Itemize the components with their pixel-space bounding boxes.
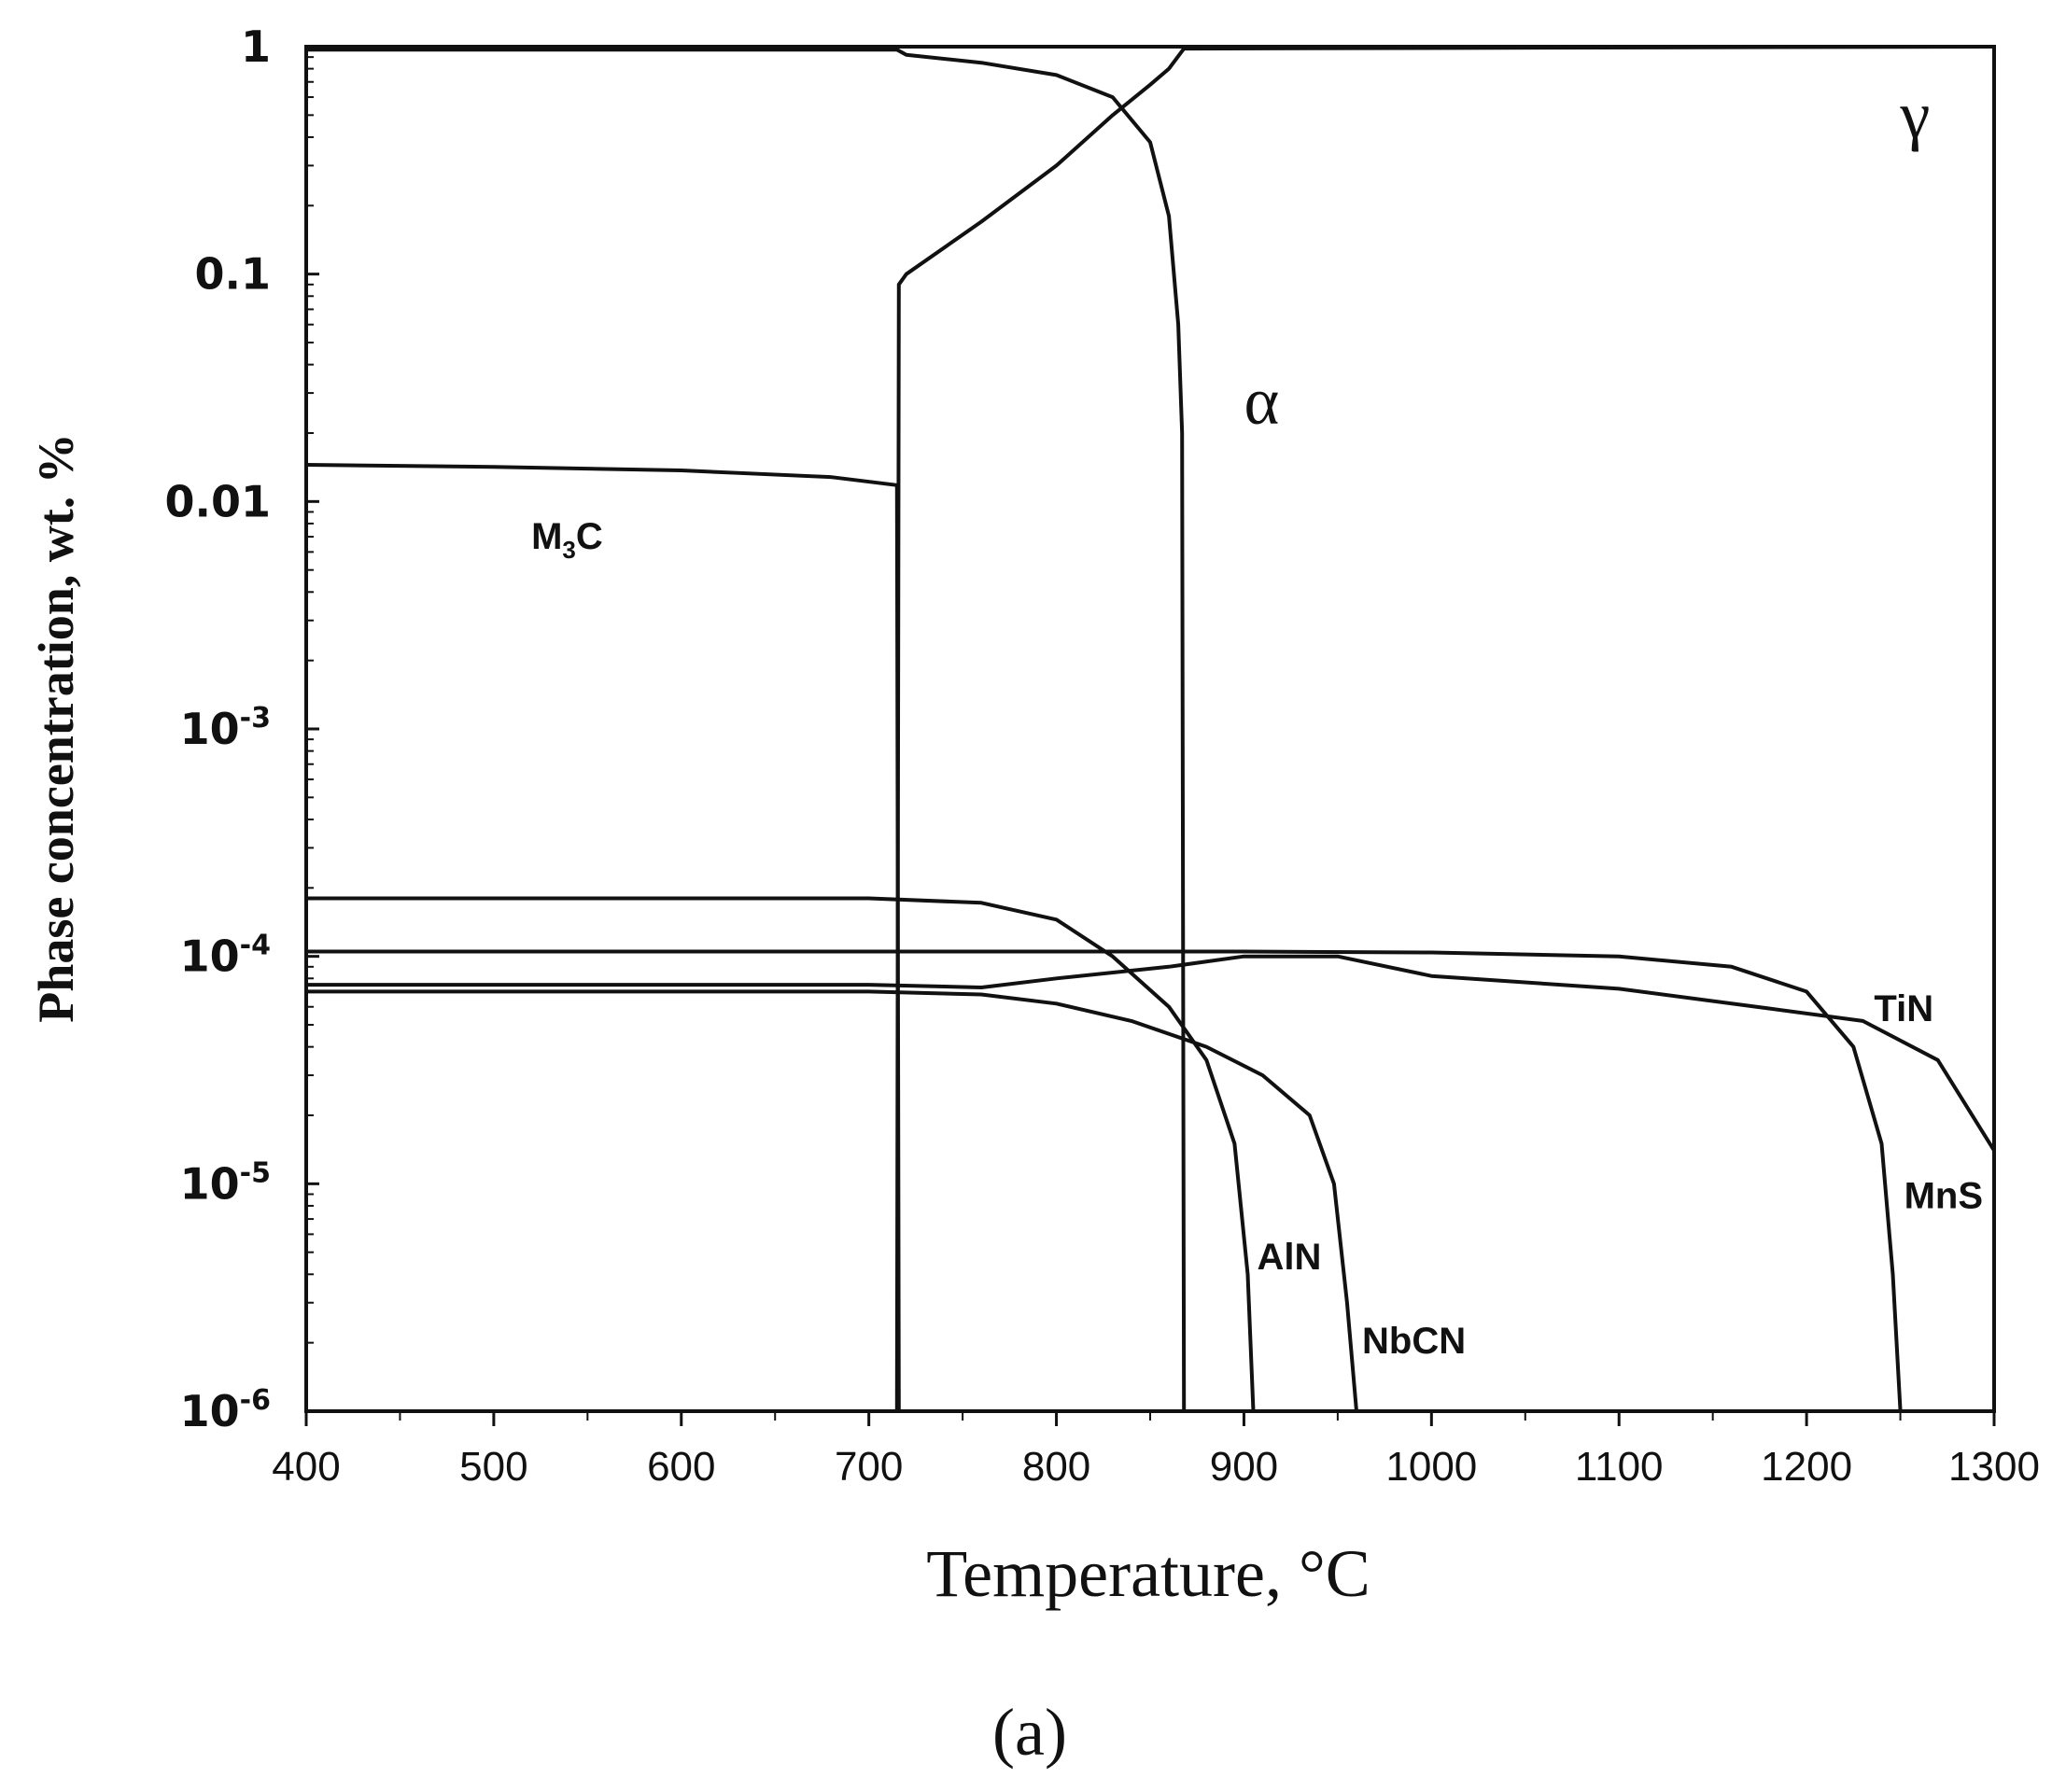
y-tick-label: 10-4 (180, 930, 271, 982)
x-tick-label: 500 (459, 1444, 527, 1490)
x-tick-label: 900 (1210, 1444, 1278, 1490)
x-tick-label: 600 (647, 1444, 715, 1490)
x-tick-label: 800 (1022, 1444, 1090, 1490)
y-axis-ticks: 1 0.1 0.01 10-3 10-4 10-5 10-6 (165, 21, 319, 1436)
series-gamma-line (894, 45, 1996, 1413)
series-layer (304, 45, 1996, 1413)
series-mns-line (304, 949, 1903, 1413)
y-axis-label: Phase concentration, wt. % (28, 433, 84, 1022)
plot-frame (304, 45, 1996, 1413)
series-m3c-line (304, 463, 901, 1413)
x-axis-ticks: 400 500 600 700 800 900 1000 1100 1200 1300 (272, 1411, 2040, 1490)
annotation-aln: AlN (1258, 1237, 1322, 1278)
x-tick-label: 1200 (1761, 1444, 1852, 1490)
annotation-tin: TiN (1874, 988, 1933, 1029)
x-tick-label: 1100 (1575, 1444, 1664, 1490)
series-tin-line (304, 954, 1996, 1153)
x-tick-label: 1000 (1385, 1444, 1477, 1490)
annotation-gamma: γ (1900, 77, 1931, 152)
x-axis-label: Temperature, °C (926, 1536, 1370, 1611)
x-tick-label: 700 (835, 1444, 903, 1490)
series-aln-line (304, 896, 1256, 1413)
annotation-nbcn: NbCN (1362, 1321, 1466, 1362)
panel-label: (a) (992, 1695, 1067, 1770)
annotation-mns: MnS (1904, 1176, 1983, 1217)
y-tick-label: 10-6 (180, 1384, 271, 1436)
x-tick-label: 1300 (1948, 1444, 2040, 1490)
y-tick-label: 10-5 (180, 1156, 271, 1209)
y-tick-label: 10-3 (180, 702, 271, 754)
x-tick-label: 400 (272, 1444, 340, 1490)
annotation-m3c: M3C (531, 516, 603, 564)
annotation-layer: γ α M3C AlN NbCN TiN MnS (531, 77, 1983, 1362)
series-nbcn-line (304, 989, 1358, 1413)
y-tick-label: 0.01 (165, 476, 272, 526)
y-tick-label: 0.1 (195, 249, 272, 300)
annotation-alpha: α (1244, 364, 1279, 439)
series-alpha-line (304, 48, 1187, 1413)
y-tick-label: 1 (241, 21, 271, 72)
